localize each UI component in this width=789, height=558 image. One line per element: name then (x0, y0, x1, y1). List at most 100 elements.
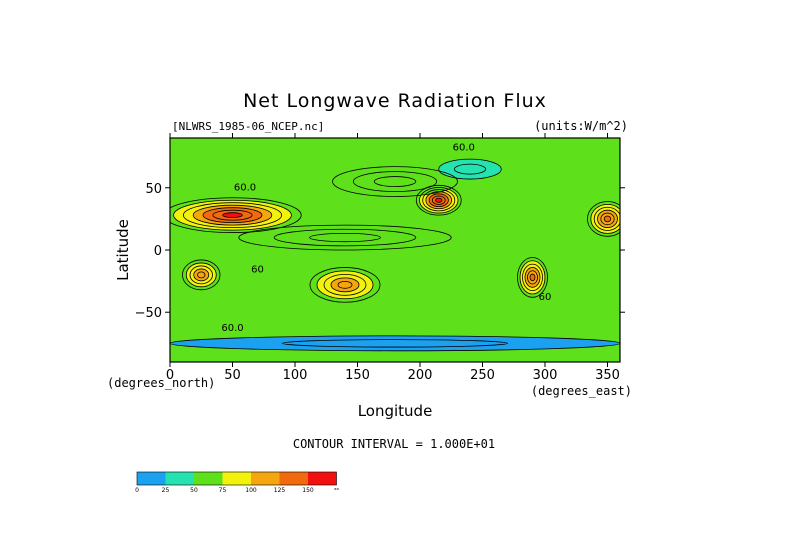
colorbar-swatch-0 (137, 472, 166, 485)
colorbar-swatch-2 (194, 472, 223, 485)
colorbar-tick-label-1: 25 (162, 487, 170, 494)
contour-ring-3-4 (197, 271, 206, 279)
contour-ring-2-3 (597, 209, 618, 229)
contour-ring-1-0 (415, 184, 462, 216)
y-tick-label-50: 50 (145, 182, 162, 197)
x-tick-label-250: 250 (470, 368, 495, 383)
contour-ring-4-3 (330, 277, 360, 293)
contour-ring-9-0 (170, 335, 620, 352)
contour-ring-2-5 (603, 215, 612, 223)
y-tick-label--50: −50 (135, 306, 162, 321)
contour-ring-5-5 (529, 273, 536, 282)
contour-ring-6-0 (332, 166, 458, 197)
contour-ring-0-4 (202, 207, 263, 224)
x-axis: 0 50 100 150 200 250 300 350 (166, 133, 620, 383)
x-tick-label-150: 150 (345, 368, 370, 383)
contour-ring-5-0 (517, 257, 548, 298)
colorbar-swatch-1 (165, 472, 194, 485)
x-tick-label-200: 200 (408, 368, 433, 383)
x-tick-label-350: 350 (595, 368, 620, 383)
colorbar-tick-label-3: 75 (219, 487, 227, 494)
flux-region-3-band-4 (197, 271, 205, 278)
contour-ring-1-2 (422, 189, 456, 212)
contour-label-2: 60.0 (221, 323, 243, 334)
colorbar-swatch-3 (222, 472, 251, 485)
colorbar-tick-label-5: 125 (274, 487, 286, 494)
colorbar-swatch-4 (251, 472, 280, 485)
contour-ring-7-0 (238, 224, 452, 251)
contour-ring-0-2 (182, 202, 283, 228)
flux-region-1-band-6 (435, 198, 442, 203)
contour-ring-6-1 (352, 171, 438, 192)
contour-ring-0-3 (192, 204, 273, 226)
contour-ring-4-2 (323, 273, 367, 296)
colorbar-tick-label-4: 100 (245, 487, 257, 494)
flux-region-2-band-5 (604, 215, 611, 222)
contour-ring-3-1 (185, 262, 217, 288)
x-tick-label-300: 300 (533, 368, 558, 383)
x-tick-label-100: 100 (283, 368, 308, 383)
contour-ring-0-0 (170, 197, 302, 233)
contour-labels: 60.0 60 60.0 60.0 60 (221, 142, 551, 333)
contour-ring-2-2 (593, 206, 620, 231)
contour-label-0: 60.0 (234, 182, 256, 193)
contour-ring-3-2 (189, 265, 213, 285)
colorbar-tick-label-2: 50 (190, 487, 198, 494)
flux-region-4-band-4 (338, 281, 352, 289)
y-axis-label: Latitude (114, 219, 132, 281)
contour-label-4: 60 (251, 264, 264, 275)
contour-ring-5-1 (519, 260, 546, 295)
contour-ring-0-1 (173, 199, 292, 231)
contour-ring-1-3 (425, 191, 453, 210)
flux-region-9-band-1 (282, 339, 508, 348)
contour-ring-1-1 (419, 187, 459, 214)
x-unit-label: (degrees_east) (531, 384, 632, 398)
flux-region-0-band-6 (222, 212, 243, 218)
contour-ring-2-1 (590, 203, 620, 234)
contour-ring-3-0 (182, 259, 221, 291)
colorbar-tick-label-6: 150 (302, 487, 314, 494)
y-tick-label-0: 0 (154, 244, 162, 259)
contour-ring-4-0 (309, 267, 381, 303)
colorbar-tick-label-0: 0 (135, 487, 139, 494)
contour-label-1: 60 (539, 292, 552, 303)
contour-ring-5-4 (527, 270, 538, 285)
contour-ring-8-1 (453, 163, 487, 175)
contour-ring-0-5 (212, 209, 253, 221)
contour-ring-5-2 (522, 263, 543, 292)
flux-region-5-band-5 (530, 274, 535, 281)
contour-ring-0-6 (222, 212, 243, 219)
contour-ring-8-0 (438, 158, 502, 180)
colorbar-swatch-6 (308, 472, 337, 485)
flux-region-7-band-2 (309, 233, 381, 242)
colorbar-swatch-5 (279, 472, 308, 485)
contour-ring-2-4 (600, 212, 615, 226)
colorbar-frame (136, 471, 337, 486)
contour-ring-7-1 (273, 228, 417, 247)
contour-ring-3-3 (193, 268, 210, 282)
contour-ring-9-1 (282, 339, 508, 348)
contour-ring-4-1 (316, 270, 374, 300)
contour-ring-1-4 (428, 193, 449, 208)
y-axis: −50 0 50 (135, 182, 625, 321)
x-tick-label-50: 50 (224, 368, 241, 383)
contour-ring-6-2 (373, 176, 417, 187)
contour-ring-5-3 (524, 267, 541, 288)
colorbar-tick-label-7: ᵃᵃ (334, 487, 339, 494)
flux-region-6-band-2 (374, 176, 416, 187)
contour-ring-4-4 (337, 280, 353, 289)
contour-ring-7-2 (309, 233, 381, 243)
y-unit-label: (degrees_north) (107, 376, 215, 390)
source-file-label: [NLWRS_1985-06_NCEP.nc] (172, 120, 324, 133)
x-axis-label: Longitude (358, 402, 433, 420)
flux-region-8-band-1 (454, 164, 486, 175)
contour-ring-1-5 (431, 195, 446, 205)
contour-lines (170, 158, 620, 352)
contour-interval-label: CONTOUR INTERVAL = 1.000E+01 (293, 437, 495, 451)
contour-label-3: 60.0 (453, 142, 475, 153)
chart-title: Net Longwave Radiation Flux (243, 90, 547, 112)
colorbar: 0 25 50 75 100 125 150 ᵃᵃ (135, 471, 339, 494)
contour-ring-1-6 (435, 197, 443, 203)
contour-ring-2-0 (587, 201, 620, 237)
